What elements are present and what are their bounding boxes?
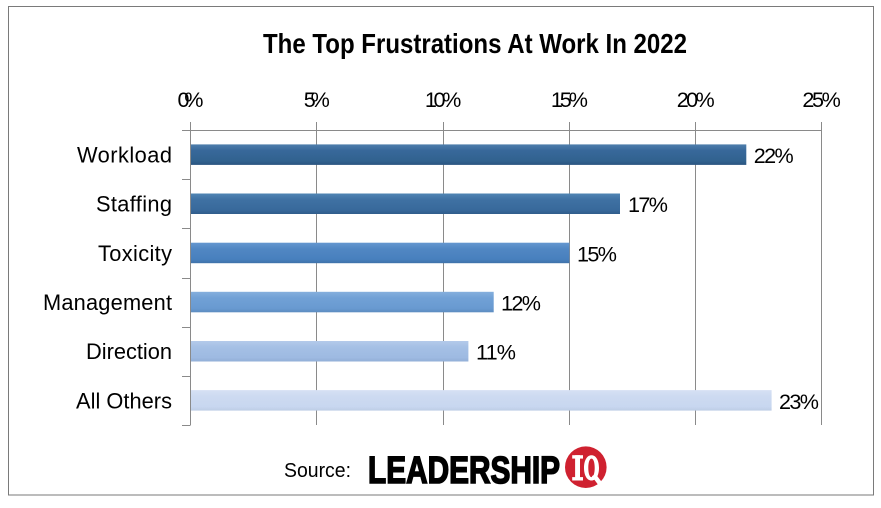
svg-text:15%: 15% [551,87,588,112]
svg-text:17%: 17% [628,192,668,217]
svg-text:Workload: Workload [77,143,172,168]
svg-text:Staffing: Staffing [96,192,172,217]
svg-text:All Others: All Others [76,388,172,413]
svg-text:23%: 23% [779,389,819,414]
svg-text:The Top Frustrations At Work I: The Top Frustrations At Work In 2022 [263,28,687,59]
svg-text:Toxicity: Toxicity [98,241,172,266]
svg-text:LEADERSHIP: LEADERSHIP [368,449,560,492]
svg-text:0%: 0% [178,87,204,112]
svg-text:15%: 15% [577,241,617,266]
svg-text:22%: 22% [754,143,794,168]
svg-text:12%: 12% [501,291,541,316]
svg-text:Direction: Direction [86,339,172,364]
svg-text:Source:: Source: [284,459,351,482]
svg-text:10%: 10% [425,87,462,112]
svg-text:Management: Management [43,290,172,315]
svg-text:20%: 20% [677,87,715,112]
svg-text:25%: 25% [802,87,841,112]
svg-text:5%: 5% [304,87,330,112]
svg-text:11%: 11% [476,340,516,365]
